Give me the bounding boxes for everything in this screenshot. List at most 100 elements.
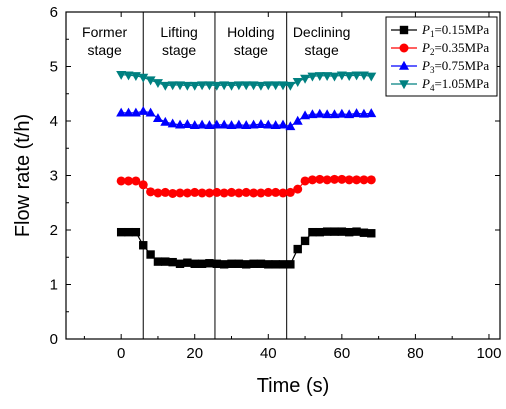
data-point (322, 227, 332, 236)
data-point (366, 108, 377, 118)
stage-label: stage (162, 42, 196, 58)
data-point (204, 81, 215, 91)
data-point (168, 188, 178, 198)
data-point (167, 118, 178, 128)
x-tick-label: 0 (117, 345, 125, 362)
data-point (329, 109, 340, 119)
data-point (219, 188, 229, 198)
data-point (139, 241, 148, 250)
data-point (219, 260, 229, 269)
data-point (190, 259, 199, 268)
data-point (234, 259, 244, 268)
data-point (344, 72, 355, 81)
data-point (190, 187, 200, 197)
data-point (249, 188, 259, 198)
data-point (182, 119, 193, 128)
data-point (204, 188, 214, 198)
data-point (329, 72, 340, 82)
data-point (358, 71, 369, 81)
data-point (300, 74, 311, 84)
stage-dividers (142, 12, 288, 339)
data-point (189, 81, 200, 91)
data-point (116, 227, 126, 237)
y-tick-label: 0 (50, 331, 58, 348)
data-point (197, 259, 207, 268)
y-tick-label: 4 (50, 113, 58, 130)
data-point (248, 119, 259, 129)
data-point (211, 81, 222, 91)
legend-label: P4=1.05MPa (421, 76, 489, 93)
data-point (293, 244, 302, 254)
series-p2 (116, 174, 376, 198)
data-point (359, 228, 369, 237)
data-point (278, 260, 288, 269)
data-point (278, 188, 288, 198)
data-point (278, 119, 288, 129)
data-point (336, 108, 347, 118)
data-point (145, 107, 156, 117)
stage-label: stage (234, 42, 268, 58)
data-point (366, 72, 377, 82)
legend-marker (399, 43, 409, 53)
data-point (314, 108, 325, 118)
legend-marker (399, 80, 409, 90)
data-point (315, 227, 324, 237)
data-point (307, 109, 318, 119)
data-point (285, 187, 295, 197)
data-point (271, 187, 281, 197)
data-point (293, 184, 303, 194)
data-point (285, 81, 296, 91)
data-point (351, 108, 362, 118)
data-point (278, 81, 288, 91)
data-point (167, 81, 178, 91)
data-point (351, 71, 362, 81)
data-point (146, 250, 155, 259)
data-point (292, 78, 303, 87)
legend-marker (399, 60, 409, 70)
data-point (315, 174, 325, 184)
x-tick-label: 40 (260, 345, 277, 362)
data-point (116, 176, 126, 186)
data-point (205, 259, 214, 268)
data-point (130, 72, 141, 81)
legend-marker (399, 25, 409, 35)
data-point (211, 119, 222, 129)
data-point (307, 175, 317, 185)
data-point (241, 120, 252, 130)
data-point (160, 116, 171, 126)
data-point (233, 81, 244, 91)
data-point (175, 81, 186, 91)
data-point (300, 110, 311, 120)
data-point (271, 260, 280, 269)
data-point (307, 72, 318, 82)
y-tick-label: 1 (50, 277, 58, 294)
stage-label: Holding (227, 24, 274, 40)
data-point (345, 227, 354, 237)
data-point (233, 119, 244, 129)
data-point (300, 236, 310, 246)
data-point (116, 107, 127, 117)
data-point (285, 121, 296, 131)
data-point (153, 188, 163, 198)
data-point (352, 175, 362, 185)
data-point (234, 188, 244, 198)
data-point (160, 187, 170, 197)
y-tick-label: 5 (50, 59, 58, 76)
x-tick-label: 100 (476, 345, 501, 362)
data-point (366, 175, 376, 185)
data-point (130, 107, 141, 117)
data-point (212, 259, 221, 268)
data-point (336, 71, 347, 81)
data-point (123, 71, 134, 81)
data-point (367, 229, 376, 238)
data-point (182, 188, 192, 198)
legend-item: P4=1.05MPa (391, 76, 489, 93)
x-tick-label: 60 (334, 345, 351, 362)
legend-item: P3=0.75MPa (391, 58, 489, 75)
data-point (219, 119, 230, 129)
y-tick-label: 2 (50, 222, 58, 239)
data-point (175, 259, 185, 268)
data-point (255, 119, 266, 128)
